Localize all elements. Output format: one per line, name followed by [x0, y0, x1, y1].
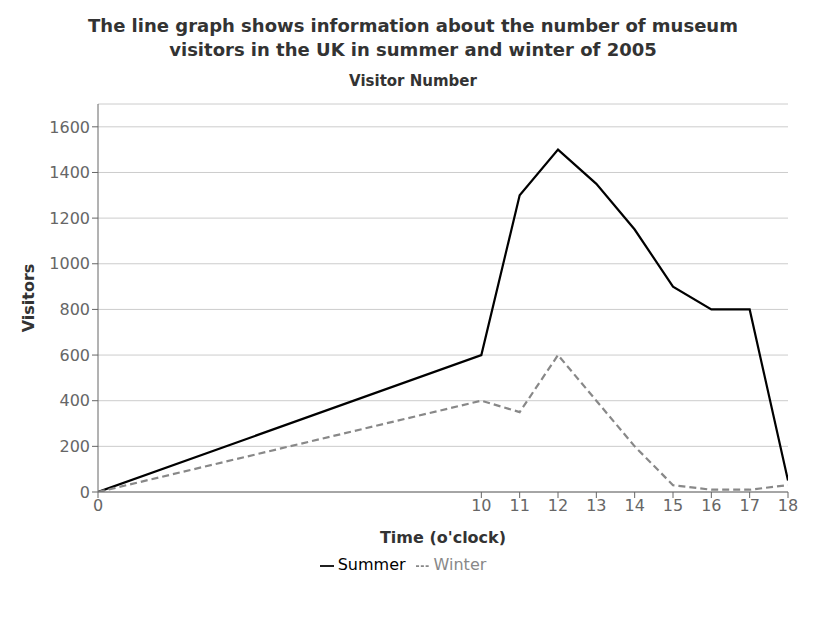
- svg-text:0: 0: [93, 496, 103, 515]
- svg-text:12: 12: [548, 496, 568, 515]
- html-text:The line graph shows informati: The line graph shows information about t…: [88, 15, 738, 36]
- svg-text:0: 0: [80, 483, 90, 502]
- svg-text:400: 400: [59, 391, 90, 410]
- svg-text:17: 17: [739, 496, 759, 515]
- svg-text:Visitors: Visitors: [19, 264, 38, 333]
- html-text:Visitor Number: Visitor Number: [349, 72, 477, 90]
- svg-text:1600: 1600: [49, 118, 90, 137]
- html-text:Winter: Winter: [433, 555, 487, 574]
- svg-text:200: 200: [59, 437, 90, 456]
- svg-text:13: 13: [586, 496, 606, 515]
- svg-text:16: 16: [701, 496, 721, 515]
- svg-text:10: 10: [471, 496, 491, 515]
- html-text:Summer: Summer: [337, 555, 406, 574]
- svg-text:800: 800: [59, 300, 90, 319]
- svg-text:1200: 1200: [49, 209, 90, 228]
- svg-text:1400: 1400: [49, 163, 90, 182]
- svg-text:15: 15: [663, 496, 683, 515]
- svg-text:1000: 1000: [49, 254, 90, 273]
- svg-text:18: 18: [778, 496, 798, 515]
- svg-text:14: 14: [624, 496, 644, 515]
- svg-text:11: 11: [509, 496, 529, 515]
- svg-text:600: 600: [59, 346, 90, 365]
- svg-text:Time (o'clock): Time (o'clock): [380, 528, 506, 547]
- html-text:visitors in the UK in summer a: visitors in the UK in summer and winter …: [169, 39, 657, 60]
